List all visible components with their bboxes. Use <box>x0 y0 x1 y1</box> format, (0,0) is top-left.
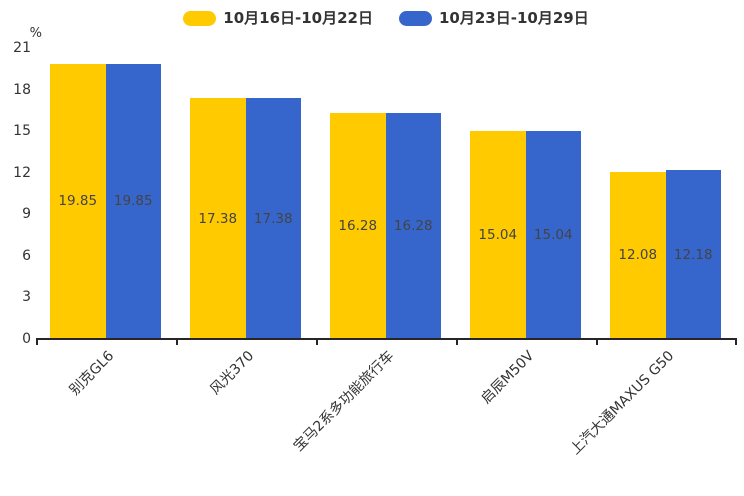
x-axis-tick <box>456 340 458 345</box>
bar-week2[interactable] <box>245 98 301 339</box>
bar-week1[interactable] <box>50 63 106 339</box>
legend-swatch-yellow <box>183 10 217 26</box>
x-axis-tick <box>735 340 737 345</box>
x-axis-tick <box>316 340 318 345</box>
legend-label-week1: 10月16日-10月22日 <box>223 8 373 27</box>
x-category-label: 别克GL6 <box>66 348 117 399</box>
legend: 10月16日-10月22日 10月23日-10月29日 <box>36 6 736 30</box>
y-tick-label: 12 <box>13 164 31 181</box>
legend-swatch-blue <box>399 10 432 26</box>
bar-week2[interactable] <box>665 170 721 339</box>
y-axis-unit-label: % <box>29 26 42 41</box>
y-tick-label: 6 <box>22 247 31 264</box>
y-tick-label: 18 <box>13 81 31 98</box>
plot-area: 19.85 19.85 17.38 17.38 16.28 16.28 15.04 15.04… <box>36 48 736 339</box>
legend-label-week2: 10月23日-10月29日 <box>439 8 589 27</box>
x-category-label: 上汽大通MAXUS G50 <box>566 348 677 458</box>
legend-item-week2[interactable]: 10月23日-10月29日 <box>399 8 589 27</box>
bar-week1[interactable] <box>330 113 386 339</box>
x-category-label: 启辰M50V <box>477 348 537 408</box>
legend-item-week1[interactable]: 10月16日-10月22日 <box>183 8 373 27</box>
bar-week2[interactable] <box>525 130 581 339</box>
bar-week1[interactable] <box>610 171 666 339</box>
y-tick-label: 3 <box>22 289 31 306</box>
x-category-label: 风光370 <box>206 348 257 399</box>
bar-week1[interactable] <box>470 130 526 339</box>
x-axis-tick <box>176 340 178 345</box>
x-category-label: 宝马2系多功能旅行车 <box>290 348 397 455</box>
bar-week2[interactable] <box>105 63 161 339</box>
bar-week2[interactable] <box>385 113 441 339</box>
y-tick-label: 15 <box>13 123 31 140</box>
bar-week1[interactable] <box>190 98 246 339</box>
x-axis-line <box>36 338 737 340</box>
y-tick-label: 0 <box>22 331 31 347</box>
y-tick-label: 9 <box>22 206 31 223</box>
x-axis-tick <box>596 340 598 345</box>
x-axis-tick <box>36 340 38 345</box>
y-tick-label: 21 <box>13 40 31 56</box>
